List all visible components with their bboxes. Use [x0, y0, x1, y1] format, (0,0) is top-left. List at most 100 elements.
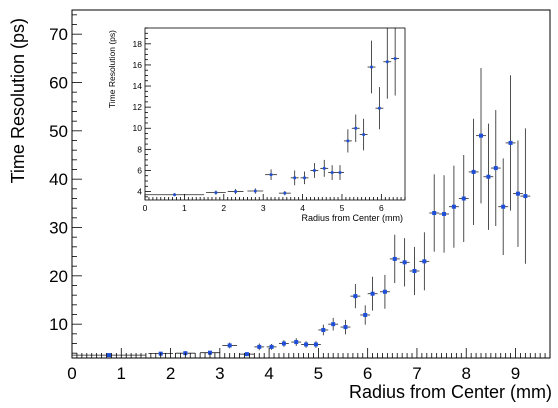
main-data-point — [476, 68, 486, 204]
inset-point-marker — [254, 189, 257, 193]
main-data-point — [239, 352, 255, 357]
main-point-marker — [269, 344, 274, 349]
main-point-marker — [331, 322, 336, 327]
main-point-marker — [343, 325, 348, 330]
inset-x-tick-label: 4 — [300, 203, 305, 213]
main-y-tick-label: 40 — [49, 170, 68, 189]
main-x-tick-label: 7 — [412, 364, 421, 383]
main-data-point — [311, 341, 321, 348]
main-x-tick-label: 6 — [363, 364, 372, 383]
main-y-tick-label: 70 — [49, 25, 68, 44]
inset-x-tick-label: 3 — [261, 203, 266, 213]
inset-data-point — [336, 165, 344, 180]
main-data-point — [254, 343, 265, 351]
main-data-point — [301, 341, 311, 348]
main-data-point — [498, 158, 509, 256]
main-data-point — [278, 340, 289, 347]
main-point-marker — [432, 211, 437, 215]
main-point-marker — [523, 194, 528, 199]
inset-point-marker — [269, 173, 273, 176]
main-data-point — [266, 343, 277, 350]
main-data-point — [439, 175, 449, 253]
inset-y-tick-label: 8 — [137, 144, 142, 154]
inset-data-point — [145, 193, 205, 197]
inset-point-marker — [322, 167, 326, 170]
inset-y-tick-label: 12 — [133, 102, 143, 112]
main-data-point — [367, 276, 378, 311]
main-point-marker — [471, 169, 476, 174]
main-data-point — [520, 128, 531, 264]
inset-data-point — [328, 165, 337, 180]
main-data-point — [419, 232, 430, 291]
inset-x-tick-label: 5 — [340, 203, 345, 213]
inset-point-marker — [214, 191, 218, 194]
inset-data-point — [206, 190, 226, 195]
main-x-tick-label: 4 — [264, 364, 273, 383]
main-data-point — [429, 174, 440, 252]
main-point-marker — [382, 289, 387, 294]
inset-point-marker — [293, 176, 296, 180]
main-data-point — [318, 324, 329, 336]
main-point-marker — [281, 341, 286, 346]
main-plot-frame — [71, 9, 551, 359]
inset-point-marker — [346, 139, 350, 143]
inset-data-point — [265, 169, 277, 180]
main-y-ticks: 10 20 30 40 50 60 70 — [49, 14, 82, 354]
inset-point-marker — [283, 191, 287, 195]
inset-point-marker — [362, 133, 365, 136]
inset-point-marker — [330, 171, 334, 174]
main-x-tick-label: 1 — [117, 364, 126, 383]
main-y-tick-label: 20 — [49, 267, 68, 286]
main-data-point — [291, 338, 302, 346]
inset-y-tick-label: 10 — [133, 123, 143, 133]
main-point-marker — [313, 342, 318, 347]
inset-x-tick-label: 2 — [221, 203, 226, 213]
inset-data-point — [278, 191, 291, 196]
inset-data-point — [343, 129, 352, 153]
main-point-marker — [422, 259, 427, 264]
inset-x-tick-label: 0 — [143, 203, 148, 213]
main-y-axis-label: Time Resolution (ps) — [8, 18, 28, 183]
main-data-point — [350, 284, 361, 309]
main-point-marker — [515, 191, 520, 196]
inset-data-point — [367, 40, 376, 94]
main-data-point — [448, 165, 459, 248]
main-x-ticks: 0 1 2 3 4 5 6 7 8 9 — [67, 348, 551, 383]
main-data-point — [458, 155, 469, 242]
inset-background — [145, 28, 405, 200]
main-x-tick-label: 9 — [511, 364, 520, 383]
main-data-point — [72, 353, 146, 358]
main-point-marker — [402, 260, 407, 265]
main-point-marker — [508, 140, 513, 145]
inset-data-marks — [145, 28, 400, 197]
inset-y-tick-label: 6 — [137, 165, 142, 175]
main-x-tick-label: 8 — [461, 364, 470, 383]
main-data-point — [483, 123, 494, 230]
inset-point-marker — [234, 190, 237, 193]
main-data-point — [490, 110, 501, 227]
inset-data-point — [247, 188, 264, 194]
main-y-tick-label: 50 — [49, 122, 68, 141]
inset-x-ticks: 0 1 2 3 4 5 6 — [143, 194, 406, 213]
inset-data-point — [359, 118, 368, 151]
main-data-point — [389, 234, 400, 284]
main-point-marker — [244, 352, 249, 357]
main-point-marker — [501, 204, 506, 209]
main-point-marker — [392, 256, 397, 261]
main-data-point — [360, 305, 371, 325]
inset-data-point — [383, 28, 392, 99]
inset-point-marker — [313, 169, 316, 172]
main-point-marker — [294, 340, 299, 345]
main-data-point — [505, 75, 516, 211]
inset-y-axis-label: Time Resolution (ps) — [107, 30, 117, 108]
main-point-marker — [493, 166, 498, 171]
inset-x-tick-label: 1 — [182, 203, 187, 213]
inset-point-marker — [385, 60, 389, 64]
main-data-point — [468, 118, 479, 226]
inset-data-point — [227, 188, 244, 195]
inset-data-point — [300, 171, 309, 185]
main-point-marker — [412, 269, 417, 273]
